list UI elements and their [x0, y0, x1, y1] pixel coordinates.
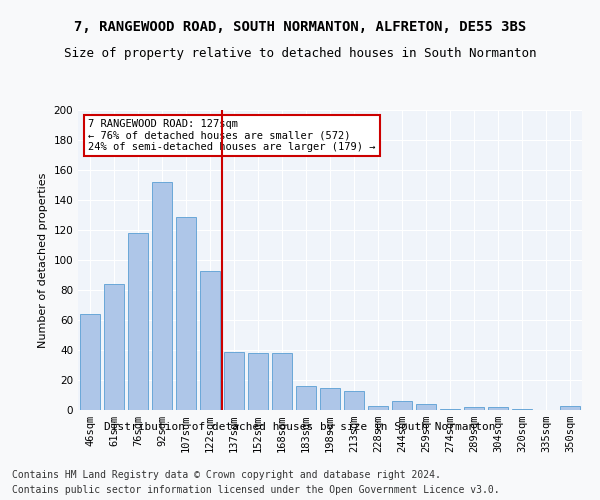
Bar — [560, 406, 580, 410]
Bar — [104, 284, 124, 410]
Text: 7, RANGEWOOD ROAD, SOUTH NORMANTON, ALFRETON, DE55 3BS: 7, RANGEWOOD ROAD, SOUTH NORMANTON, ALFR… — [74, 20, 526, 34]
Bar — [248, 353, 268, 410]
Bar — [368, 406, 388, 410]
Bar — [344, 390, 364, 410]
Bar — [272, 353, 292, 410]
Bar — [320, 388, 340, 410]
Bar — [80, 314, 100, 410]
Bar — [128, 233, 148, 410]
Text: 7 RANGEWOOD ROAD: 127sqm
← 76% of detached houses are smaller (572)
24% of semi-: 7 RANGEWOOD ROAD: 127sqm ← 76% of detach… — [88, 119, 376, 152]
Bar — [176, 216, 196, 410]
Text: Contains public sector information licensed under the Open Government Licence v3: Contains public sector information licen… — [12, 485, 500, 495]
Text: Contains HM Land Registry data © Crown copyright and database right 2024.: Contains HM Land Registry data © Crown c… — [12, 470, 441, 480]
Bar — [440, 408, 460, 410]
Bar — [224, 352, 244, 410]
Bar — [200, 270, 220, 410]
Bar — [296, 386, 316, 410]
Bar — [488, 407, 508, 410]
Bar — [512, 408, 532, 410]
Bar — [392, 401, 412, 410]
Bar — [416, 404, 436, 410]
Text: Distribution of detached houses by size in South Normanton: Distribution of detached houses by size … — [104, 422, 496, 432]
Bar — [464, 407, 484, 410]
Text: Size of property relative to detached houses in South Normanton: Size of property relative to detached ho… — [64, 48, 536, 60]
Y-axis label: Number of detached properties: Number of detached properties — [38, 172, 48, 348]
Bar — [152, 182, 172, 410]
